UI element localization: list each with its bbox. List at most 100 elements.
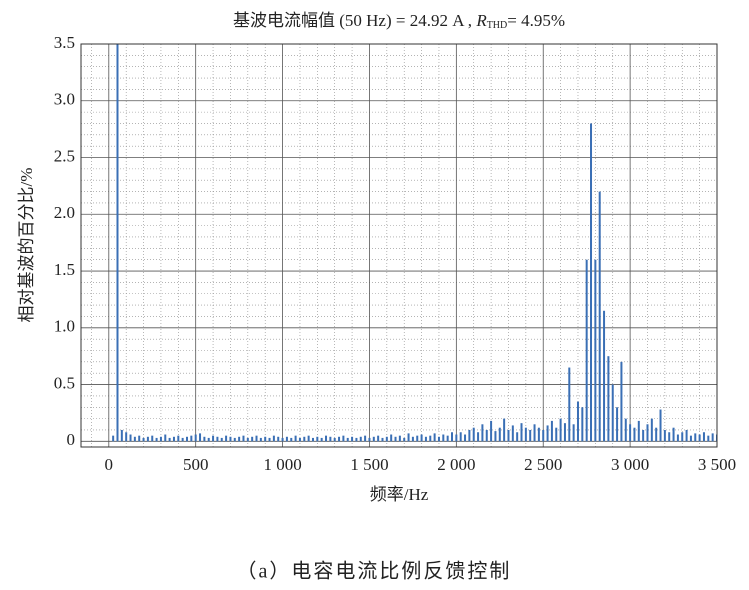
bar (164, 434, 167, 442)
bar (390, 434, 393, 442)
bar (711, 433, 714, 442)
bar (459, 432, 462, 442)
bar (511, 425, 514, 442)
bar (199, 433, 202, 442)
bar (472, 427, 475, 442)
bar (268, 437, 271, 442)
bar (668, 432, 671, 442)
bar (298, 437, 301, 442)
bar (598, 191, 601, 442)
bar (655, 427, 658, 442)
bar (186, 436, 188, 442)
bar (116, 44, 119, 442)
bar (285, 436, 288, 442)
y-tick-label: 2.5 (54, 146, 75, 165)
bar (277, 436, 280, 442)
bar (568, 367, 571, 442)
bar (590, 123, 593, 442)
bar (451, 432, 453, 442)
bar (159, 436, 162, 442)
bar (581, 407, 584, 442)
bar (707, 435, 710, 442)
bar (385, 436, 388, 442)
bar (311, 437, 314, 442)
bar (259, 437, 262, 442)
bar (251, 436, 254, 442)
title-sub: THD (487, 20, 508, 31)
bar (112, 435, 115, 442)
bar (220, 437, 223, 442)
bar (468, 429, 471, 442)
y-axis-label: 相对基波的百分比/% (17, 168, 36, 323)
bar (177, 435, 180, 442)
x-tick-label: 2 000 (437, 455, 475, 474)
bar (238, 436, 241, 442)
bar (194, 434, 197, 442)
bar (702, 432, 705, 442)
bar (377, 435, 380, 442)
bar (507, 429, 510, 442)
bar (120, 429, 123, 442)
bar (572, 424, 575, 442)
bar (216, 436, 219, 442)
bar (133, 436, 136, 442)
bar (411, 436, 414, 442)
bar (294, 435, 297, 442)
bar (585, 259, 588, 442)
bar (424, 436, 427, 442)
y-tick-label: 1.0 (54, 317, 75, 336)
bar (529, 429, 532, 442)
bar (594, 259, 597, 442)
bar (659, 409, 662, 442)
bar (689, 435, 692, 442)
bar (394, 436, 397, 442)
x-tick-label: 3 000 (611, 455, 649, 474)
title-text: 基波电流幅值 (50 Hz) = 24.92 A , (233, 11, 476, 30)
bar (233, 437, 236, 442)
bar (142, 437, 145, 442)
bar (151, 435, 154, 442)
bar (246, 437, 249, 442)
y-tick-label: 3.5 (54, 33, 75, 52)
y-tick-label: 0 (67, 430, 76, 449)
bar (155, 437, 158, 442)
chart-title: 基波电流幅值 (50 Hz) = 24.92 A , RTHD= 4.95% (233, 11, 565, 31)
bar (498, 427, 501, 442)
bar (685, 429, 688, 442)
bar (272, 435, 275, 442)
bar (181, 437, 184, 442)
x-tick-label: 3 500 (698, 455, 736, 474)
bar (477, 432, 480, 442)
x-tick-label: 1 500 (350, 455, 388, 474)
y-tick-label: 3.0 (54, 90, 75, 109)
bar (325, 435, 328, 442)
bar (520, 423, 523, 442)
bar (398, 435, 401, 442)
bar (642, 429, 645, 442)
bar (338, 436, 341, 442)
bar (455, 434, 458, 442)
bar (203, 436, 206, 442)
bar (633, 427, 636, 442)
bar (403, 437, 406, 442)
bar (255, 435, 258, 442)
bar (368, 437, 371, 442)
x-tick-label: 2 500 (524, 455, 562, 474)
bar (533, 424, 536, 442)
bar (503, 418, 506, 442)
bar (407, 433, 410, 442)
bar (555, 427, 558, 442)
bar (442, 434, 445, 442)
bar (125, 432, 128, 442)
bar (637, 420, 640, 442)
bar (381, 437, 384, 442)
bar (550, 420, 553, 442)
bar (146, 436, 149, 442)
bar (650, 418, 653, 442)
bar (212, 435, 215, 442)
bar (225, 435, 228, 442)
bar (672, 427, 675, 442)
x-tick-label: 1 000 (263, 455, 301, 474)
bar (372, 436, 375, 442)
